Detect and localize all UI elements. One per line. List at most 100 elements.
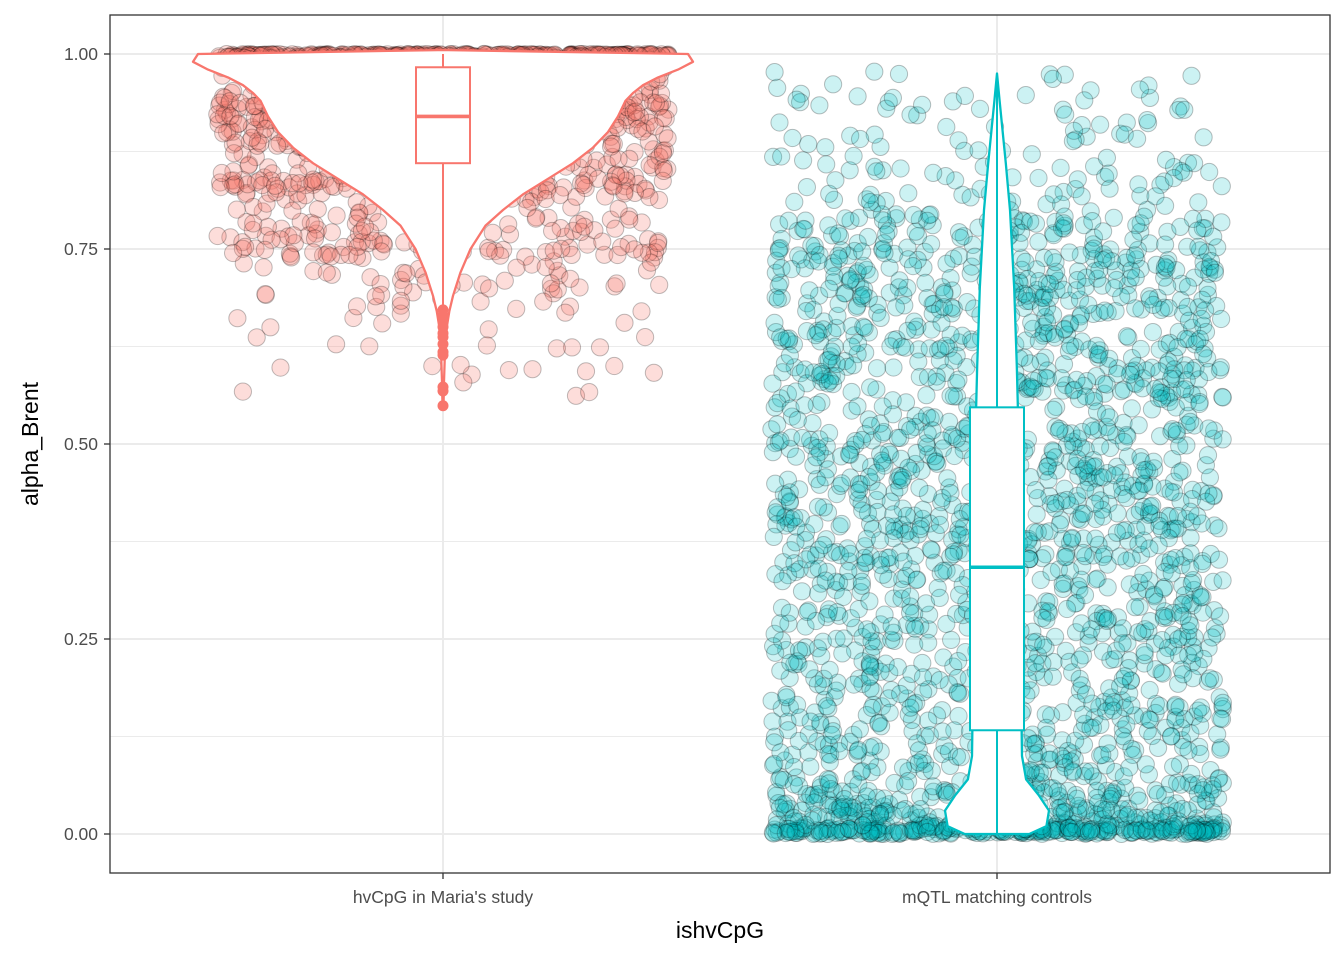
data-point xyxy=(834,629,854,648)
y-tick-label: 0.25 xyxy=(64,629,98,649)
data-point xyxy=(631,93,650,112)
data-point xyxy=(860,592,879,611)
data-point xyxy=(526,209,545,228)
data-point xyxy=(1060,291,1079,310)
data-point xyxy=(1047,280,1066,300)
data-point xyxy=(849,740,868,760)
data-point xyxy=(625,183,645,202)
data-point xyxy=(615,184,634,203)
data-point xyxy=(391,291,410,310)
data-point xyxy=(1040,487,1059,506)
data-point xyxy=(1120,575,1139,594)
data-point xyxy=(943,92,963,111)
data-point xyxy=(305,215,324,234)
data-point xyxy=(806,242,825,261)
data-point xyxy=(1162,820,1181,839)
data-point xyxy=(903,722,922,741)
data-point xyxy=(1038,725,1057,744)
data-point xyxy=(801,757,820,776)
data-point xyxy=(624,103,643,122)
data-point xyxy=(949,541,968,560)
data-point xyxy=(848,794,867,814)
data-point xyxy=(367,297,386,317)
data-point xyxy=(305,229,325,248)
data-point xyxy=(779,822,798,841)
data-point xyxy=(255,168,274,187)
data-point xyxy=(1213,430,1232,449)
data-point xyxy=(1139,710,1159,729)
data-point xyxy=(780,346,800,365)
data-point xyxy=(363,203,382,222)
data-point xyxy=(944,545,963,564)
data-point xyxy=(221,107,240,126)
data-point xyxy=(1159,251,1178,270)
data-point xyxy=(1130,791,1149,810)
data-point xyxy=(911,800,930,819)
data-point xyxy=(916,754,935,774)
data-point xyxy=(1140,680,1159,700)
data-point xyxy=(914,258,933,277)
data-point xyxy=(648,238,667,257)
data-point xyxy=(1189,193,1208,212)
data-point xyxy=(917,386,936,405)
data-point xyxy=(763,712,782,731)
data-point xyxy=(372,242,391,261)
data-point xyxy=(569,214,588,233)
data-point xyxy=(1043,69,1063,89)
data-point xyxy=(618,111,637,130)
data-point xyxy=(601,210,621,229)
data-point xyxy=(1040,65,1059,84)
data-point xyxy=(1047,397,1066,416)
data-point xyxy=(650,147,669,166)
data-point xyxy=(1137,361,1156,380)
data-point xyxy=(1140,539,1159,558)
data-point xyxy=(823,226,842,245)
data-point xyxy=(861,378,880,397)
data-point xyxy=(943,427,963,446)
data-point xyxy=(228,309,247,328)
data-point xyxy=(622,116,641,135)
data-point xyxy=(562,198,581,217)
data-point xyxy=(1063,432,1082,451)
data-point xyxy=(1076,685,1096,704)
data-point xyxy=(1203,628,1222,647)
data-point xyxy=(550,266,569,285)
data-point xyxy=(615,313,634,332)
data-point xyxy=(896,393,916,412)
data-point xyxy=(1075,91,1094,110)
data-point xyxy=(1064,437,1083,456)
data-point xyxy=(1170,437,1189,456)
data-point xyxy=(248,132,267,151)
data-point xyxy=(1212,177,1231,196)
data-point xyxy=(884,358,903,377)
data-point xyxy=(233,382,252,401)
data-point xyxy=(1050,766,1069,785)
data-point xyxy=(1125,706,1144,725)
data-point xyxy=(276,190,295,209)
data-point xyxy=(824,190,844,209)
data-point xyxy=(1186,358,1205,377)
data-point xyxy=(1140,463,1159,482)
data-point xyxy=(639,243,659,262)
data-point xyxy=(246,173,265,192)
data-point xyxy=(347,193,366,212)
data-point xyxy=(210,96,229,115)
data-point xyxy=(554,178,573,197)
data-point xyxy=(811,715,830,735)
data-point xyxy=(1135,654,1154,673)
data-point xyxy=(1135,642,1154,662)
data-point xyxy=(221,228,240,247)
data-point xyxy=(827,354,846,374)
data-point xyxy=(1054,214,1073,233)
data-point xyxy=(570,278,589,297)
data-point xyxy=(804,363,823,382)
data-point xyxy=(830,249,849,268)
data-point xyxy=(536,258,555,277)
data-point xyxy=(322,265,341,284)
data-point xyxy=(767,823,786,842)
data-point xyxy=(1086,509,1105,529)
data-point xyxy=(646,94,666,113)
data-point xyxy=(1012,223,1031,242)
data-point xyxy=(894,552,913,571)
data-point xyxy=(301,213,320,232)
